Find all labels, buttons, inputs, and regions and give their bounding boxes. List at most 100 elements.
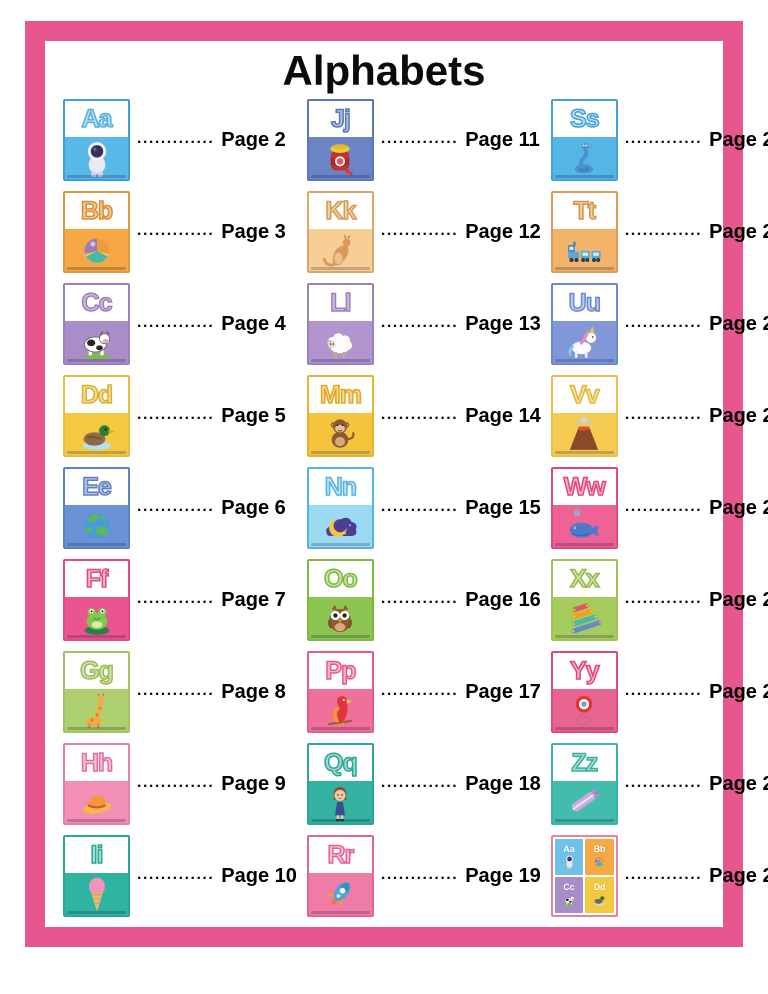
minigrid-quadrant: Cc — [554, 877, 584, 913]
flashcard-letters: Yy — [569, 656, 600, 685]
flashcard-letters: Ii — [90, 840, 104, 869]
quadrant-letters: Aa — [563, 844, 575, 854]
flashcard-letters: Cc — [81, 288, 113, 317]
leader-dots: ............. — [624, 315, 703, 331]
flashcard-thumbnail: Tt — [550, 191, 618, 273]
flashcard-letters: Kk — [325, 196, 357, 225]
flashcard-letter-area: Hh — [65, 745, 128, 781]
page-number-label: Page 28 — [709, 865, 768, 887]
toc-entry: Rr............. Page 19 — [306, 835, 541, 917]
toc-entry: Cc............. Page 4 — [63, 283, 297, 365]
duck-icon — [592, 892, 607, 907]
toc-entry: Ff............. Page 7 — [63, 559, 297, 641]
flashcard-letter-area: Gg — [65, 653, 128, 689]
toc-entry: Yy............. Page 26 — [550, 651, 768, 733]
card-watermark-strip — [554, 635, 614, 638]
zipper-icon — [564, 782, 604, 822]
flashcard-illustration-area — [308, 413, 372, 455]
cow-icon — [77, 322, 117, 362]
night-icon — [320, 506, 360, 546]
whale-icon — [564, 506, 604, 546]
flashcard-letters: Vv — [569, 380, 600, 409]
flashcard-letters: Qq — [323, 748, 358, 777]
flashcard-letter-area: Jj — [308, 101, 372, 137]
flashcard-thumbnail: Hh — [63, 743, 130, 825]
flashcard-letters: Mm — [319, 380, 363, 409]
page-title: Alphabets — [282, 47, 486, 94]
flashcard-letter-area: Oo — [308, 561, 372, 597]
flashcard-thumbnail: Xx — [550, 559, 618, 641]
flashcard-letter-area: Ii — [65, 837, 128, 873]
flashcard-thumbnail: Jj — [306, 99, 374, 181]
flashcard-illustration-area — [552, 597, 616, 639]
flashcard-letter-area: Xx — [552, 561, 616, 597]
flashcard-thumbnail: Qq — [306, 743, 374, 825]
toc-entry: Qq............. Page 18 — [306, 743, 541, 825]
flashcard-thumbnail: Ee — [63, 467, 130, 549]
minigrid-quadrant: Dd — [585, 877, 614, 913]
leader-dots: ............. — [137, 223, 215, 239]
cow-icon — [562, 892, 577, 907]
flashcard-letters: Oo — [323, 564, 358, 593]
toc-entry: Dd............. Page 5 — [63, 375, 297, 457]
yoyo-icon — [564, 690, 604, 730]
leader-dots: ............. — [624, 775, 703, 791]
page-number-label: Page 5 — [221, 405, 286, 427]
quadrant-letters: Bb — [593, 844, 606, 854]
toc-entry: Aa Bb Cc Dd............. Page 28 — [550, 835, 768, 917]
card-watermark-strip — [554, 543, 614, 546]
toc-entry: Hh............. Page 9 — [63, 743, 297, 825]
snake-icon — [564, 138, 604, 178]
flashcard-thumbnail: Ss — [550, 99, 618, 181]
card-watermark-strip — [67, 359, 126, 362]
parrot-icon — [320, 690, 360, 730]
toc-entry: Uu............. Page 22 — [550, 283, 768, 365]
flashcard-letter-area: Qq — [308, 745, 372, 781]
leader-dots: ............. — [380, 407, 459, 423]
card-watermark-strip — [67, 267, 126, 270]
flashcard-letter-area: Kk — [308, 193, 372, 229]
leader-dots: ............. — [380, 499, 459, 515]
toc-entry: Aa............. Page 2 — [63, 99, 297, 181]
toc-entry: Gg............. Page 8 — [63, 651, 297, 733]
leader-dots: ............. — [380, 315, 459, 331]
minigrid-quadrant: Bb — [585, 839, 614, 875]
flashcard-illustration-area — [552, 689, 616, 731]
leader-dots: ............. — [380, 775, 459, 791]
toc-entry: Bb............. Page 3 — [63, 191, 297, 273]
flashcard-letters: Gg — [79, 656, 114, 685]
leader-dots: ............. — [137, 407, 215, 423]
flashcard-thumbnail: Vv — [550, 375, 618, 457]
flashcard-letters: Ss — [569, 104, 600, 133]
card-watermark-strip — [67, 175, 126, 178]
toc-entry: Ww............. Page 24 — [550, 467, 768, 549]
ball-icon — [77, 230, 117, 270]
flashcard-thumbnail: Cc — [63, 283, 130, 365]
flashcard-letters: Nn — [324, 472, 358, 501]
flashcard-illustration-area — [65, 229, 128, 271]
flashcard-illustration-area — [65, 413, 128, 455]
flashcard-letters: Ff — [85, 564, 109, 593]
flashcard-illustration-area — [308, 597, 372, 639]
card-watermark-strip — [310, 543, 370, 546]
flashcard-letter-area: Ss — [552, 101, 616, 137]
flashcard-thumbnail: Dd — [63, 375, 130, 457]
flashcard-thumbnail: Yy — [550, 651, 618, 733]
flashcard-illustration-area — [552, 413, 616, 455]
toc-entry: Ll............. Page 13 — [306, 283, 541, 365]
flashcard-thumbnail: Gg — [63, 651, 130, 733]
flashcard-illustration-area — [308, 689, 372, 731]
page-number-label: Page 12 — [465, 221, 541, 243]
flashcard-thumbnail: Mm — [306, 375, 374, 457]
leader-dots: ............. — [380, 131, 459, 147]
astronaut-icon — [562, 854, 577, 869]
leader-dots: ............. — [380, 683, 459, 699]
quadrant-letters: Cc — [563, 882, 575, 892]
flashcard-thumbnail: Zz — [550, 743, 618, 825]
page-number-label: Page 2 — [221, 129, 286, 151]
flashcard-illustration-area — [65, 781, 128, 823]
page-number-label: Page 20 — [709, 129, 768, 151]
leader-dots: ............. — [380, 591, 459, 607]
card-watermark-strip — [554, 267, 614, 270]
monkey-icon — [320, 414, 360, 454]
